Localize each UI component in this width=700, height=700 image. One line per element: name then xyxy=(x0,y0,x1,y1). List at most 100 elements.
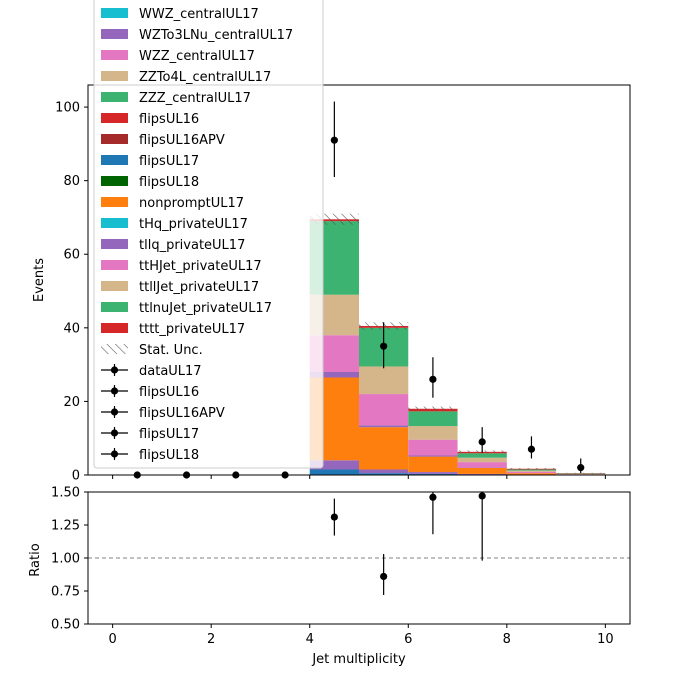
stack-bar-nonpromptUL17-bin-8 xyxy=(506,473,557,475)
legend-label: flipsUL18 xyxy=(139,175,199,190)
stack-bar-WZTo3LNu_centralUL17-bin-5 xyxy=(359,425,409,428)
legend-entry: ZZZ_centralUL17 xyxy=(101,91,251,106)
legend-entry: WWZ_centralUL17 xyxy=(101,7,259,22)
x-tick-label: 8 xyxy=(503,632,511,647)
legend-entry: tHq_privateUL17 xyxy=(101,217,248,232)
data-point-6 xyxy=(429,375,437,383)
ratio-y-tick-label: 0.50 xyxy=(51,618,80,633)
stack-bar-flipsUL17-bin-5 xyxy=(359,473,409,475)
main-plot-frame xyxy=(87,84,631,476)
main-y-tick-label: 80 xyxy=(63,174,80,189)
legend-label: ttHJet_privateUL17 xyxy=(139,259,262,274)
stack-bar-ttHJet_privateUL17-bin-5 xyxy=(359,394,409,426)
data-point-4 xyxy=(330,136,338,144)
x-axis-label: Jet multiplicity xyxy=(311,652,406,667)
main-y-axis-label: Events xyxy=(32,258,47,302)
stack-bar-ttllJet_privateUL17-bin-5 xyxy=(359,366,409,395)
ratio-point-0 xyxy=(330,513,338,521)
legend-swatch xyxy=(101,239,128,249)
main-y-tick-label: 0 xyxy=(72,469,80,484)
legend-marker xyxy=(110,366,119,374)
legend-marker xyxy=(110,387,119,395)
legend-label: ttlnuJet_privateUL17 xyxy=(139,301,272,316)
legend-label: nonpromptUL17 xyxy=(139,196,244,211)
legend-entry: nonpromptUL17 xyxy=(101,196,244,211)
legend-label: ZZZ_centralUL17 xyxy=(139,91,251,106)
stack-bar-tllq_privateUL17-bin-7 xyxy=(457,473,507,475)
legend-entry: ttlnuJet_privateUL17 xyxy=(101,301,272,316)
stack-bar-WZTo3LNu_centralUL17-bin-4 xyxy=(309,371,359,378)
legend-entry: WZTo3LNu_centralUL17 xyxy=(101,28,293,43)
legend-label: dataUL17 xyxy=(139,364,202,379)
legend-swatch xyxy=(101,113,128,123)
stack-bar-tllq_privateUL17-bin-4 xyxy=(309,460,359,470)
ratio-plot-panel: 0.50 0.75 1.00 1.25 1.50 0 2 4 6 8 10 Ratio Jet m… xyxy=(28,486,631,667)
ratio-point-1 xyxy=(380,572,388,581)
legend-entry: flipsUL16 xyxy=(101,385,199,400)
legend-entry: flipsUL16 xyxy=(101,112,199,127)
legend-entry: dataUL17 xyxy=(101,364,202,379)
legend-entry: flipsUL16APV xyxy=(101,406,225,421)
stack-bar-ttlnuJet_privateUL17-bin-6 xyxy=(408,411,458,427)
stack-bar-ttlnuJet_privateUL17-bin-7 xyxy=(457,453,507,458)
legend-label: Stat. Unc. xyxy=(139,343,203,358)
stack-bar-ttllJet_privateUL17-bin-6 xyxy=(408,426,458,440)
stack-bar-nonpromptUL17-bin-5 xyxy=(359,427,409,470)
legend-label: WWZ_centralUL17 xyxy=(139,7,259,22)
legend-entry: flipsUL16APV xyxy=(101,133,225,148)
legend-swatch xyxy=(101,176,128,186)
stack-bar-flipsUL17-bin-6 xyxy=(408,473,458,475)
stack-bar-ttHJet_privateUL17-bin-7 xyxy=(457,462,507,468)
legend-label: flipsUL16 xyxy=(139,112,199,127)
x-tick-label: 6 xyxy=(404,632,412,647)
legend-label: WZZ_centralUL17 xyxy=(139,49,255,64)
legend-entry: flipsUL17 xyxy=(101,154,199,169)
stack-bar-ttllJet_privateUL17-bin-7 xyxy=(457,457,507,463)
x-tick-label: 0 xyxy=(108,632,116,647)
legend-marker xyxy=(110,450,119,458)
stack-bar-ttHJet_privateUL17-bin-8 xyxy=(506,471,557,474)
main-y-tick-label: 20 xyxy=(63,395,80,410)
legend-entry: tllq_privateUL17 xyxy=(101,238,245,253)
legend-marker xyxy=(110,429,119,437)
legend-label: tllq_privateUL17 xyxy=(139,238,245,253)
legend-label: tttt_privateUL17 xyxy=(139,322,245,337)
legend-entry: flipsUL18 xyxy=(101,448,199,463)
ratio-y-axis-label: Ratio xyxy=(28,543,43,576)
legend-label: tHq_privateUL17 xyxy=(139,217,248,232)
x-tick-label: 2 xyxy=(207,632,215,647)
legend-label: flipsUL18 xyxy=(139,448,199,463)
legend-swatch xyxy=(101,281,128,291)
legend-swatch xyxy=(101,302,128,312)
legend-label: flipsUL17 xyxy=(139,427,199,442)
stack-bar-nonpromptUL17-bin-6 xyxy=(408,456,458,473)
legend-entry: WZZ_centralUL17 xyxy=(101,49,255,64)
ratio-y-tick-label: 1.50 xyxy=(51,486,80,501)
legend-entry: Stat. Unc. xyxy=(101,343,203,358)
stat-unc-band-bin-6 xyxy=(408,406,458,411)
ratio-point-3 xyxy=(478,492,486,500)
main-plot-panel: 0 20 40 60 80 100 Events xyxy=(32,84,631,484)
legend-label: flipsUL16 xyxy=(139,385,199,400)
ratio-y-tick-label: 1.25 xyxy=(51,519,80,534)
main-y-tick-label: 60 xyxy=(63,248,80,263)
legend-swatch xyxy=(101,260,128,270)
main-y-tick-label: 100 xyxy=(55,101,80,116)
legend-label: flipsUL16APV xyxy=(139,406,225,421)
stack-bar-tllq_privateUL17-bin-5 xyxy=(359,469,409,474)
stat-unc-band-bin-8 xyxy=(506,468,557,470)
main-y-tick-label: 40 xyxy=(63,321,80,336)
legend-swatch xyxy=(101,218,128,228)
legend-swatch xyxy=(101,92,128,102)
stat-unc-band-bin-4 xyxy=(309,213,359,225)
legend-marker xyxy=(110,408,119,416)
legend-label: flipsUL17 xyxy=(139,154,199,169)
legend-entry: ZZTo4L_centralUL17 xyxy=(101,70,271,85)
x-tick-label: 10 xyxy=(597,632,614,647)
legend: WWZ_centralUL17 WZTo3LNu_centralUL17 WZZ_c… xyxy=(93,0,324,469)
stack-bar-ttHJet_privateUL17-bin-6 xyxy=(408,439,458,456)
ratio-y-tick-label: 0.75 xyxy=(51,585,80,600)
legend-entry: flipsUL17 xyxy=(101,427,199,442)
legend-label: ZZTo4L_centralUL17 xyxy=(139,70,271,85)
